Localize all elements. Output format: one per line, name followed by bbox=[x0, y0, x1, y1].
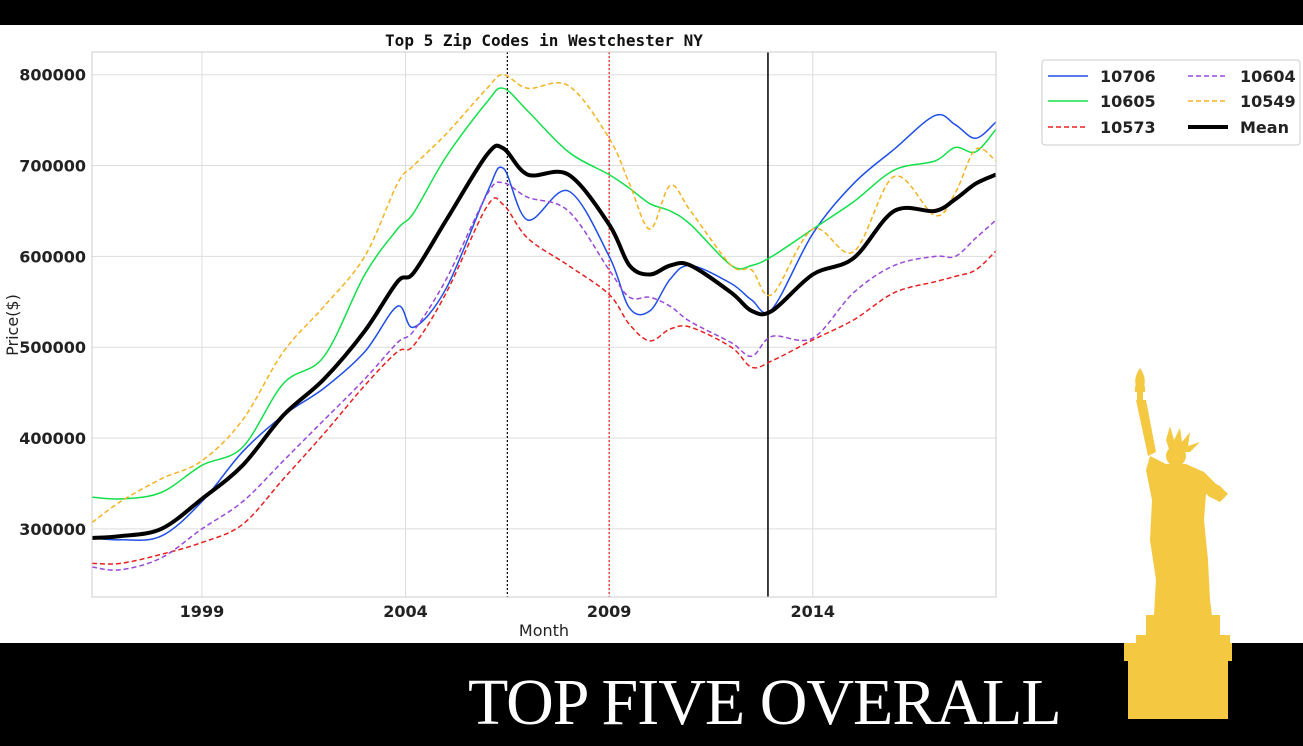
y-tick-label: 400000 bbox=[19, 429, 86, 448]
footer-title: TOP FIVE OVERALL bbox=[468, 666, 1062, 739]
grid-lines bbox=[92, 52, 996, 597]
series-lines bbox=[91, 73, 997, 571]
bottom-black-bar bbox=[0, 643, 1303, 746]
line-chart: 300000 400000 500000 600000 700000 800000 199… bbox=[3, 31, 1301, 640]
legend-label-10549: 10549 bbox=[1240, 92, 1296, 111]
legend-label-10706: 10706 bbox=[1100, 67, 1156, 86]
plot-frame bbox=[91, 51, 997, 598]
y-tick-label: 800000 bbox=[19, 66, 86, 85]
legend-label-10573: 10573 bbox=[1100, 118, 1156, 137]
x-axis-label: Month bbox=[519, 621, 569, 640]
legend: 10706 10605 10573 10604 10549 Mean bbox=[1041, 59, 1301, 146]
series-line-mean bbox=[91, 143, 997, 540]
y-axis-label: Price($) bbox=[3, 294, 22, 356]
reference-lines bbox=[506, 52, 769, 597]
series-line-10604 bbox=[91, 181, 997, 571]
y-tick-label: 700000 bbox=[19, 157, 86, 176]
series-line-10605 bbox=[91, 87, 997, 500]
legend-label-10604: 10604 bbox=[1240, 67, 1296, 86]
x-tick-labels: 1999 2004 2009 2014 bbox=[180, 602, 835, 621]
series-line-10573 bbox=[91, 197, 997, 565]
y-tick-label: 600000 bbox=[19, 247, 86, 266]
series-line-10549 bbox=[91, 73, 997, 524]
top-black-bar bbox=[0, 0, 1303, 25]
x-tick-label: 2014 bbox=[790, 602, 835, 621]
y-tick-labels: 300000 400000 500000 600000 700000 800000 bbox=[19, 66, 86, 539]
x-tick-label: 2009 bbox=[587, 602, 632, 621]
legend-label-10605: 10605 bbox=[1100, 92, 1156, 111]
chart-title: Top 5 Zip Codes in Westchester NY bbox=[385, 31, 703, 50]
legend-box bbox=[1041, 59, 1301, 146]
legend-label-mean: Mean bbox=[1240, 118, 1289, 137]
y-tick-label: 300000 bbox=[19, 520, 86, 539]
y-tick-label: 500000 bbox=[19, 338, 86, 357]
x-tick-label: 1999 bbox=[180, 602, 225, 621]
x-tick-label: 2004 bbox=[383, 602, 428, 621]
legend-entries: 10706 10605 10573 10604 10549 Mean bbox=[1048, 67, 1296, 137]
statue-of-liberty-icon bbox=[1124, 368, 1232, 719]
